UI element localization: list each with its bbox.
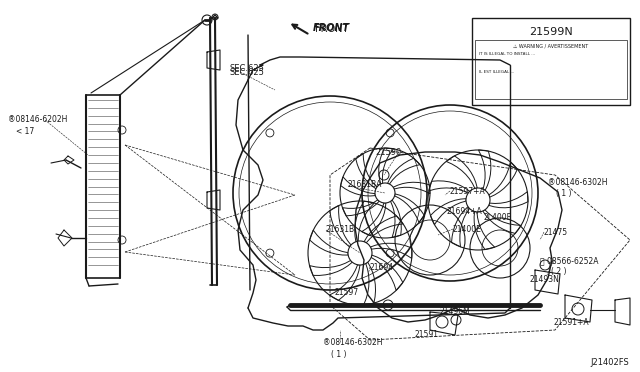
Text: 21631B: 21631B: [326, 225, 355, 234]
Circle shape: [375, 183, 395, 203]
FancyBboxPatch shape: [472, 18, 630, 105]
Text: 21694: 21694: [370, 263, 394, 272]
Text: 21591: 21591: [415, 330, 439, 339]
Circle shape: [466, 188, 490, 212]
Text: 21496M: 21496M: [440, 307, 471, 316]
Text: 21599N: 21599N: [529, 27, 573, 37]
Text: 21400E: 21400E: [453, 225, 482, 234]
Text: FRONT: FRONT: [313, 23, 350, 33]
Text: ( 1 ): ( 1 ): [556, 189, 572, 198]
Text: ⚠ WARNING / AVERTISSEMENT: ⚠ WARNING / AVERTISSEMENT: [513, 44, 589, 48]
Text: ®08146-6202H: ®08146-6202H: [8, 115, 67, 124]
Text: 2L400E: 2L400E: [484, 213, 513, 222]
Text: 21597: 21597: [335, 288, 359, 297]
Text: ®08146-6302H: ®08146-6302H: [323, 338, 383, 347]
Text: 21475: 21475: [544, 228, 568, 237]
Text: ( 2 ): ( 2 ): [551, 267, 566, 276]
Text: 21631BA: 21631BA: [348, 180, 382, 189]
Text: 21590: 21590: [375, 148, 401, 157]
Circle shape: [348, 241, 372, 265]
Text: IT IS ILLEGAL TO INSTALL ...: IT IS ILLEGAL TO INSTALL ...: [479, 52, 535, 56]
Text: IL EST ILLEGAL ...: IL EST ILLEGAL ...: [479, 70, 515, 74]
Text: 21694+A: 21694+A: [447, 207, 483, 216]
Text: 21591+A: 21591+A: [554, 318, 589, 327]
Text: SEC.625: SEC.625: [230, 64, 265, 73]
Text: ®08146-6302H: ®08146-6302H: [548, 178, 607, 187]
Text: ( 1 ): ( 1 ): [331, 350, 346, 359]
Text: J21402FS: J21402FS: [590, 358, 628, 367]
Text: 21493N: 21493N: [530, 275, 560, 284]
Text: < 17: < 17: [16, 127, 35, 136]
Text: 21597+A: 21597+A: [450, 187, 486, 196]
Text: SEC.625: SEC.625: [230, 68, 265, 77]
Text: FRONT: FRONT: [315, 24, 348, 34]
Text: Ⓢ 08566-6252A: Ⓢ 08566-6252A: [540, 256, 598, 265]
